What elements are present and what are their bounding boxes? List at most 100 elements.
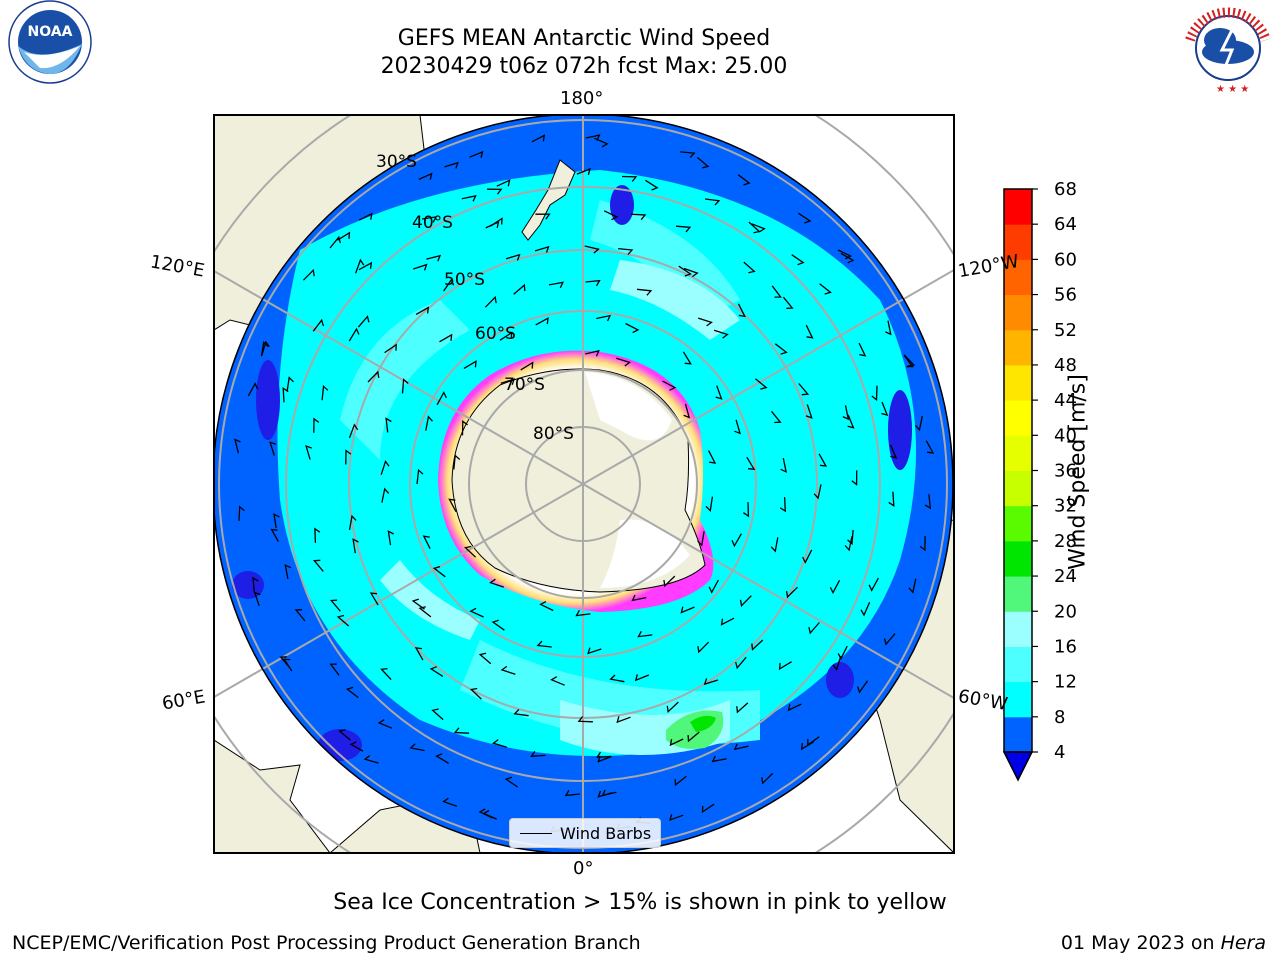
wind-barb xyxy=(705,496,714,512)
wind-barb xyxy=(469,150,484,158)
wind-barb xyxy=(743,502,750,518)
wind-barb xyxy=(485,220,500,229)
wind-barb xyxy=(697,641,710,654)
wind-barb xyxy=(312,559,324,572)
wind-barb xyxy=(603,210,619,221)
wind-barb xyxy=(616,357,632,367)
colorbar-segment xyxy=(1004,189,1032,225)
wind-barb xyxy=(587,647,602,655)
wind-barb xyxy=(321,384,329,401)
wind-barb xyxy=(435,753,449,764)
wind-barb xyxy=(829,579,841,595)
chart-subtitle: 20230429 t06z 072h fcst Max: 25.00 xyxy=(380,54,788,79)
wind-barb xyxy=(770,537,779,553)
wind-barb xyxy=(294,609,306,622)
lat-label-80s: 80°S xyxy=(533,424,574,444)
wind-barb xyxy=(616,716,631,724)
wind-barb xyxy=(889,444,898,459)
wind-barb xyxy=(634,674,650,682)
wind-barb xyxy=(621,175,638,182)
wind-barb xyxy=(247,382,259,397)
wind-barb xyxy=(871,385,878,402)
wind-barb xyxy=(731,533,742,548)
wind-barb xyxy=(238,505,245,521)
wind-barb xyxy=(367,370,380,383)
wind-barb xyxy=(924,494,932,510)
wind-barb xyxy=(669,738,684,747)
wind-barb xyxy=(464,545,477,558)
wind-barb xyxy=(733,743,749,751)
wind-barb xyxy=(708,579,719,594)
colorbar-tick-label: 16 xyxy=(1054,636,1077,657)
lat-label-60s: 60°S xyxy=(475,324,516,344)
wind-barb xyxy=(713,329,729,339)
chart-title: GEFS MEAN Antarctic Wind Speed xyxy=(397,26,771,51)
wind-barb xyxy=(283,658,293,672)
wind-barb xyxy=(637,630,653,638)
wind-barb xyxy=(442,797,458,807)
wind-barb xyxy=(260,340,269,357)
wind-barb xyxy=(774,343,788,355)
colorbar-segment xyxy=(1004,400,1032,436)
wind-barb xyxy=(585,279,601,287)
colorbar-segment xyxy=(1004,611,1032,647)
wind-barb xyxy=(336,614,350,627)
wind-barb xyxy=(478,652,492,665)
wind-barb xyxy=(687,731,700,743)
wind-barb xyxy=(261,340,270,356)
wind-barb xyxy=(782,296,794,310)
wind-barb xyxy=(444,161,459,169)
colorbar-segment xyxy=(1004,294,1032,331)
wind-barb xyxy=(575,609,591,617)
wind-barb xyxy=(576,167,591,175)
wind-barb xyxy=(903,354,914,368)
wind-barb xyxy=(837,645,848,661)
wind-barb xyxy=(380,667,392,681)
nws-logo: ★ ★ ★ xyxy=(1182,2,1274,95)
wind-barb xyxy=(478,808,493,819)
wind-barb xyxy=(461,420,468,436)
wind-barb xyxy=(800,741,815,751)
wind-barb xyxy=(779,497,787,513)
wind-barb xyxy=(363,754,379,764)
wind-barb xyxy=(513,283,526,295)
wind-barb xyxy=(584,245,600,254)
wind-barb xyxy=(345,686,359,699)
wind-barb xyxy=(484,295,497,308)
colorbar-label: Wind Speed [m/s] xyxy=(1065,374,1091,570)
footer-credit: NCEP/EMC/Verification Post Processing Pr… xyxy=(12,932,641,954)
wind-barb xyxy=(858,342,867,357)
colorbar-segment xyxy=(1004,364,1032,401)
wind-barb xyxy=(348,423,359,439)
colorbar-tick-label: 68 xyxy=(1054,179,1077,200)
wind-barb xyxy=(739,595,752,608)
wind-barb xyxy=(536,640,552,648)
land-africa xyxy=(214,739,331,853)
wind-barb xyxy=(696,156,710,169)
wind-barb xyxy=(847,414,855,429)
wind-barb xyxy=(489,578,505,588)
wind-barb xyxy=(630,213,647,221)
wind-barb xyxy=(548,281,565,289)
wind-barb xyxy=(534,245,550,253)
wind-barb xyxy=(463,360,477,369)
wind-barb xyxy=(284,563,292,580)
wind-barb xyxy=(499,331,513,341)
wind-barb xyxy=(329,599,341,612)
wind-barb xyxy=(418,172,433,180)
wind-barb xyxy=(669,814,684,822)
colorbar-tick-label: 44 xyxy=(1054,390,1077,411)
wind-barb xyxy=(837,249,853,260)
wind-barb xyxy=(577,716,593,723)
wind-barb xyxy=(234,438,241,454)
wind-barb xyxy=(358,212,373,221)
wind-barb xyxy=(705,198,721,206)
wind-barb xyxy=(666,701,679,714)
wind-barb xyxy=(469,687,482,700)
colorbar-extend-arrow xyxy=(1002,751,1034,782)
colorbar-tick-label: 36 xyxy=(1054,461,1077,482)
wind-barb xyxy=(436,391,447,406)
wind-barb xyxy=(422,216,438,223)
lon-label-180: 180° xyxy=(560,88,604,109)
